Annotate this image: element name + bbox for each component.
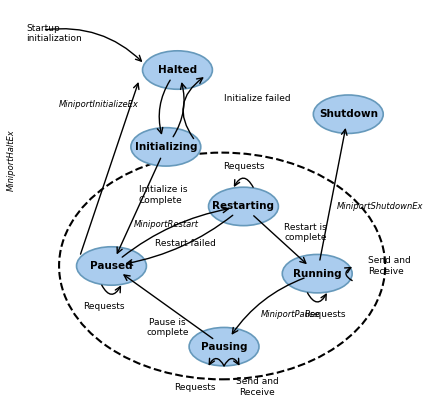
Text: Restarting: Restarting xyxy=(213,201,274,211)
Text: MiniportShutdownEx: MiniportShutdownEx xyxy=(337,202,423,211)
Text: Restart failed: Restart failed xyxy=(155,239,216,248)
Ellipse shape xyxy=(209,187,278,226)
Text: Restart is
complete: Restart is complete xyxy=(284,222,327,242)
Text: Initialize is
Complete: Initialize is Complete xyxy=(139,185,187,204)
Text: Initialize failed: Initialize failed xyxy=(224,94,291,103)
Text: Shutdown: Shutdown xyxy=(319,109,378,119)
Text: Requests: Requests xyxy=(174,382,216,391)
Text: Paused: Paused xyxy=(90,261,133,271)
Text: Requests: Requests xyxy=(83,302,124,311)
Text: MiniportPause: MiniportPause xyxy=(260,310,320,319)
Text: Send and
Receive: Send and Receive xyxy=(236,378,278,397)
Ellipse shape xyxy=(313,95,383,133)
Text: Pausing: Pausing xyxy=(201,342,247,352)
Ellipse shape xyxy=(143,51,212,89)
Text: Pause is
complete: Pause is complete xyxy=(147,318,189,337)
Text: Running: Running xyxy=(293,269,341,279)
Text: Halted: Halted xyxy=(158,65,197,75)
Text: Requests: Requests xyxy=(304,310,346,319)
Ellipse shape xyxy=(76,247,147,285)
Text: Requests: Requests xyxy=(223,162,264,171)
Text: MiniportHaltEx: MiniportHaltEx xyxy=(7,129,16,191)
Text: Send and
Receive: Send and Receive xyxy=(368,256,410,276)
Text: Startup
initialization: Startup initialization xyxy=(26,24,82,43)
Ellipse shape xyxy=(131,128,201,166)
Text: MiniportInitializeEx: MiniportInitializeEx xyxy=(59,100,139,109)
Ellipse shape xyxy=(282,254,352,293)
Text: MiniportRestart: MiniportRestart xyxy=(133,220,198,229)
Text: Initializing: Initializing xyxy=(135,142,197,152)
Ellipse shape xyxy=(189,328,259,366)
